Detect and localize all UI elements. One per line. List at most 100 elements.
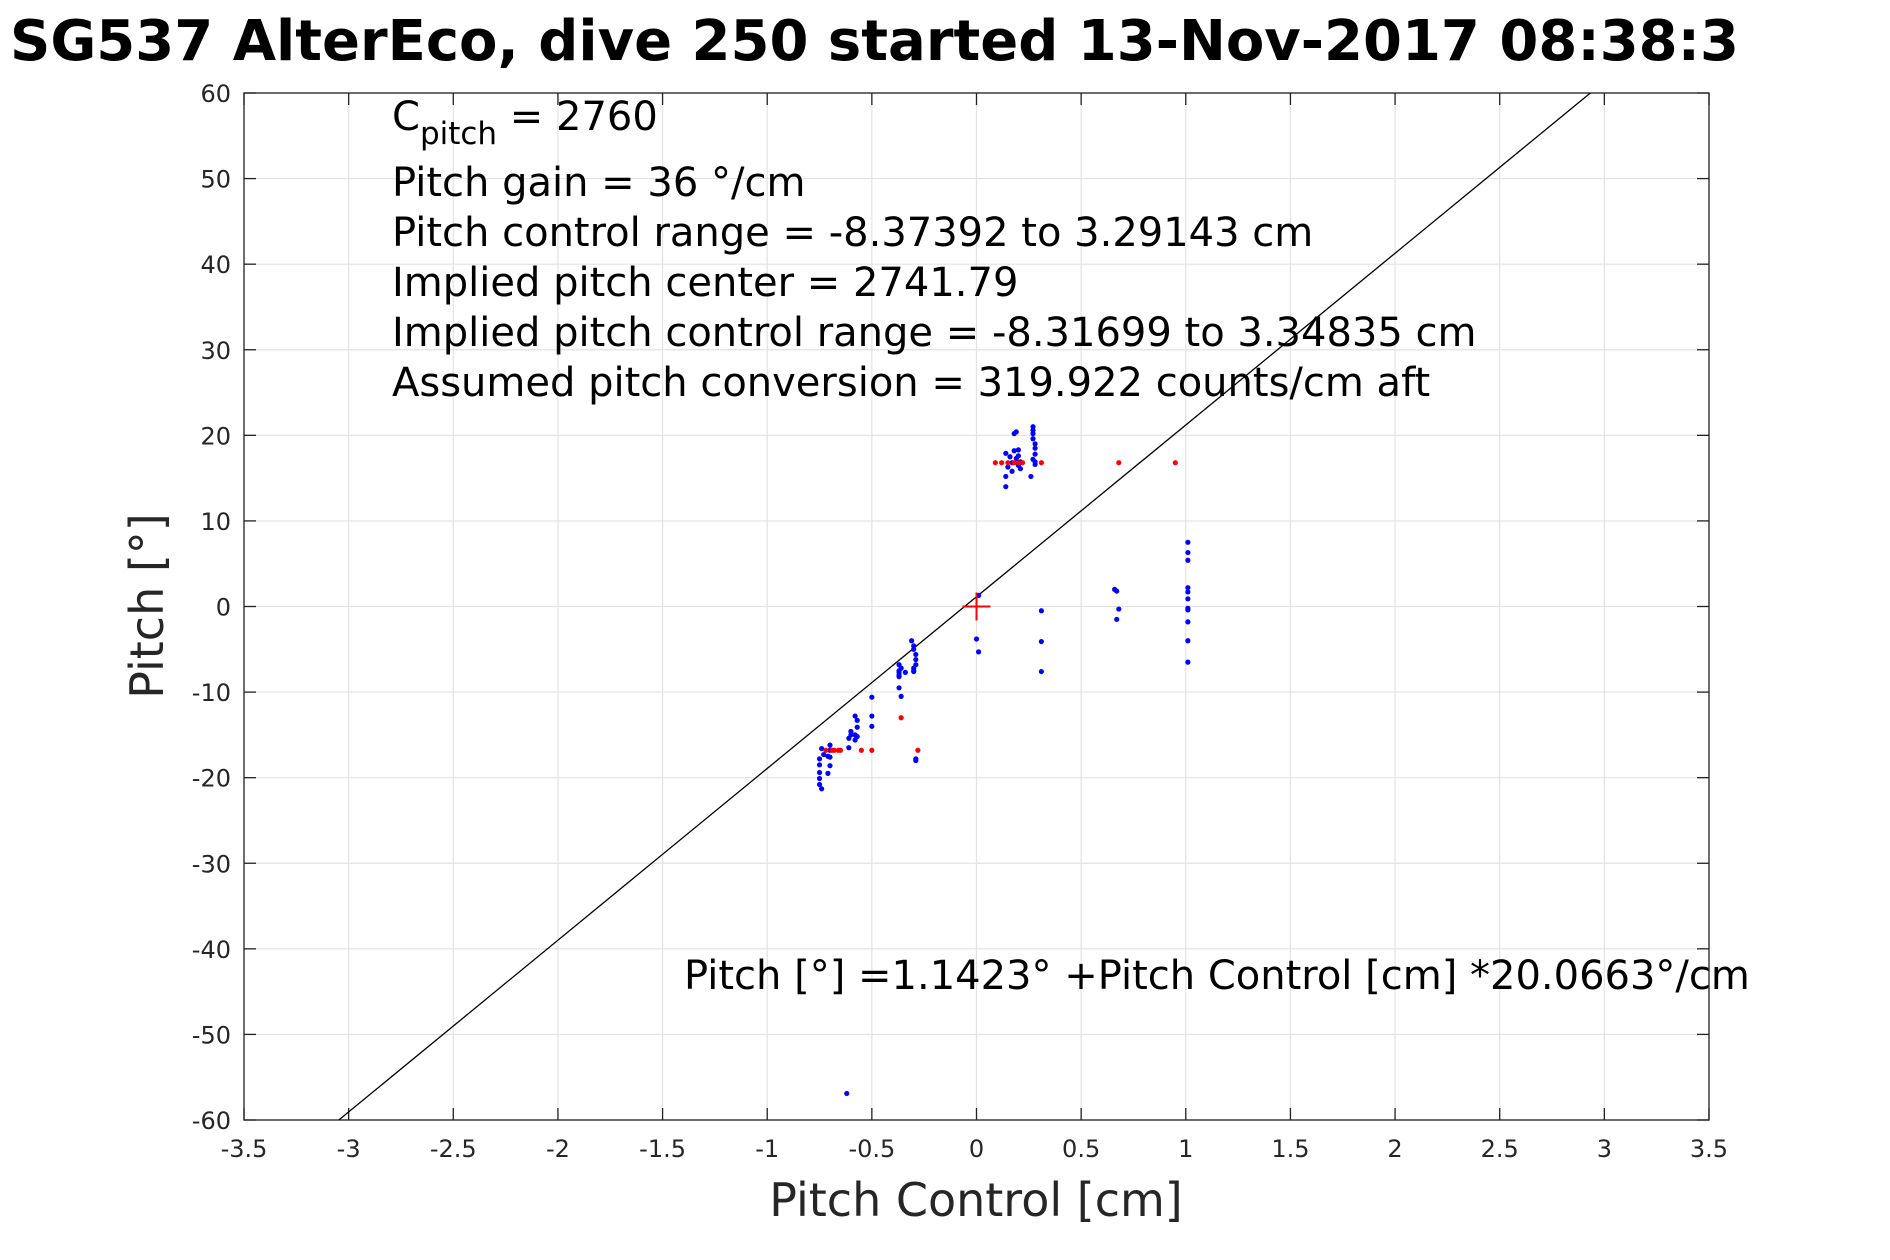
data-point xyxy=(1030,431,1036,437)
data-point xyxy=(1005,460,1011,466)
x-tick-label: -3.5 xyxy=(221,1135,268,1163)
data-point xyxy=(821,751,827,758)
data-marks xyxy=(338,92,1591,1121)
data-point xyxy=(1038,638,1044,645)
data-point xyxy=(915,747,921,753)
data-point xyxy=(992,460,998,466)
data-point xyxy=(869,694,875,700)
data-point xyxy=(898,715,904,721)
data-point xyxy=(898,665,904,671)
data-point xyxy=(1038,460,1044,466)
data-point xyxy=(975,649,982,655)
x-axis-label: Pitch Control [cm] xyxy=(769,1173,1183,1227)
data-point xyxy=(1030,456,1036,462)
data-point xyxy=(1003,473,1009,480)
data-point xyxy=(816,762,823,768)
data-point xyxy=(909,638,915,644)
annotation-line-5: Implied pitch control range = -8.31699 t… xyxy=(392,310,1476,356)
data-point xyxy=(898,693,904,699)
data-point xyxy=(1185,557,1191,563)
data-point xyxy=(819,745,825,752)
data-point xyxy=(869,723,875,729)
x-tick-label: 2 xyxy=(1387,1135,1402,1163)
data-point xyxy=(835,747,841,753)
data-point xyxy=(1013,429,1019,435)
x-tick-label: 1.5 xyxy=(1271,1135,1309,1163)
data-point xyxy=(816,769,823,776)
x-tick-label: 0.5 xyxy=(1062,1135,1100,1163)
data-point xyxy=(1015,460,1021,466)
data-point xyxy=(1028,473,1034,480)
data-point xyxy=(1032,461,1038,468)
x-tick-label: -2 xyxy=(546,1135,570,1163)
grid xyxy=(243,92,1710,1121)
data-point xyxy=(1185,549,1191,556)
data-point xyxy=(911,668,917,674)
data-point xyxy=(854,724,860,730)
x-tick-label: 0 xyxy=(969,1135,984,1163)
data-point xyxy=(1038,668,1044,675)
data-point xyxy=(896,669,902,675)
data-point xyxy=(816,775,823,782)
data-point xyxy=(1005,464,1011,470)
data-point xyxy=(825,753,831,759)
x-tick-label: 3 xyxy=(1597,1135,1612,1163)
annotation-line-3: Pitch control range = -8.37392 to 3.2914… xyxy=(392,210,1313,256)
data-point xyxy=(846,735,852,741)
annotation-line-6: Assumed pitch conversion = 319.922 count… xyxy=(392,360,1430,406)
data-point xyxy=(1114,616,1120,622)
data-point xyxy=(869,713,875,719)
data-point xyxy=(869,747,875,753)
annotation-c-value: = 2760 xyxy=(497,94,658,140)
x-tick-label: -3 xyxy=(337,1135,361,1163)
y-tick-label: -30 xyxy=(192,850,231,878)
y-tick-label: 40 xyxy=(200,251,231,279)
data-point xyxy=(1185,607,1191,613)
axis-ticks: -3.5 -3 -2.5 -2 -1.5 -1 -0.5 0 0.5 1 1.5 2 2.5 3 3.5 -6… xyxy=(192,80,1728,1163)
annotation-line-4: Implied pitch center = 2741.79 xyxy=(392,260,1018,306)
x-tick-label: -0.5 xyxy=(848,1135,895,1163)
chart-title: SG537 AlterEco, dive 250 started 13-Nov-… xyxy=(10,9,1739,74)
data-point xyxy=(1017,466,1024,472)
data-point xyxy=(1032,441,1038,447)
data-point xyxy=(852,737,858,743)
data-point xyxy=(1007,454,1013,460)
data-point xyxy=(1009,468,1015,474)
annotation-line-2: Pitch gain = 36 °/cm xyxy=(392,160,805,206)
data-point xyxy=(1185,619,1191,625)
fit-equation-label: Pitch [°] =1.1423° +Pitch Control [cm] *… xyxy=(684,953,1750,999)
data-point xyxy=(913,656,919,663)
y-tick-label: -40 xyxy=(192,936,231,964)
data-point xyxy=(825,770,831,776)
y-tick-label: 60 xyxy=(200,80,231,108)
y-tick-label: 10 xyxy=(200,508,231,536)
y-tick-label: 0 xyxy=(216,594,231,622)
x-tick-label: -2.5 xyxy=(430,1135,477,1163)
y-tick-label: -20 xyxy=(192,765,231,793)
data-point xyxy=(1185,596,1191,602)
y-axis-label: Pitch [°] xyxy=(120,513,174,699)
y-tick-label: 50 xyxy=(200,166,231,194)
data-point xyxy=(827,742,833,748)
data-point xyxy=(902,669,908,675)
data-point xyxy=(913,757,919,764)
data-point xyxy=(1011,448,1017,454)
data-point xyxy=(1116,606,1122,612)
data-point xyxy=(1172,460,1178,466)
data-point xyxy=(1003,450,1009,456)
y-tick-label: -60 xyxy=(192,1107,231,1135)
data-point xyxy=(1185,539,1191,545)
data-point xyxy=(1032,451,1038,457)
x-tick-label: 3.5 xyxy=(1690,1135,1728,1163)
data-point xyxy=(973,636,980,642)
data-point xyxy=(1003,484,1009,490)
data-point xyxy=(1015,447,1021,453)
data-point xyxy=(1030,436,1036,442)
data-point xyxy=(854,717,860,723)
data-point xyxy=(911,646,917,652)
data-point xyxy=(846,745,852,751)
data-point xyxy=(1116,460,1122,466)
data-point xyxy=(823,747,829,753)
y-tick-label: -50 xyxy=(192,1021,231,1049)
